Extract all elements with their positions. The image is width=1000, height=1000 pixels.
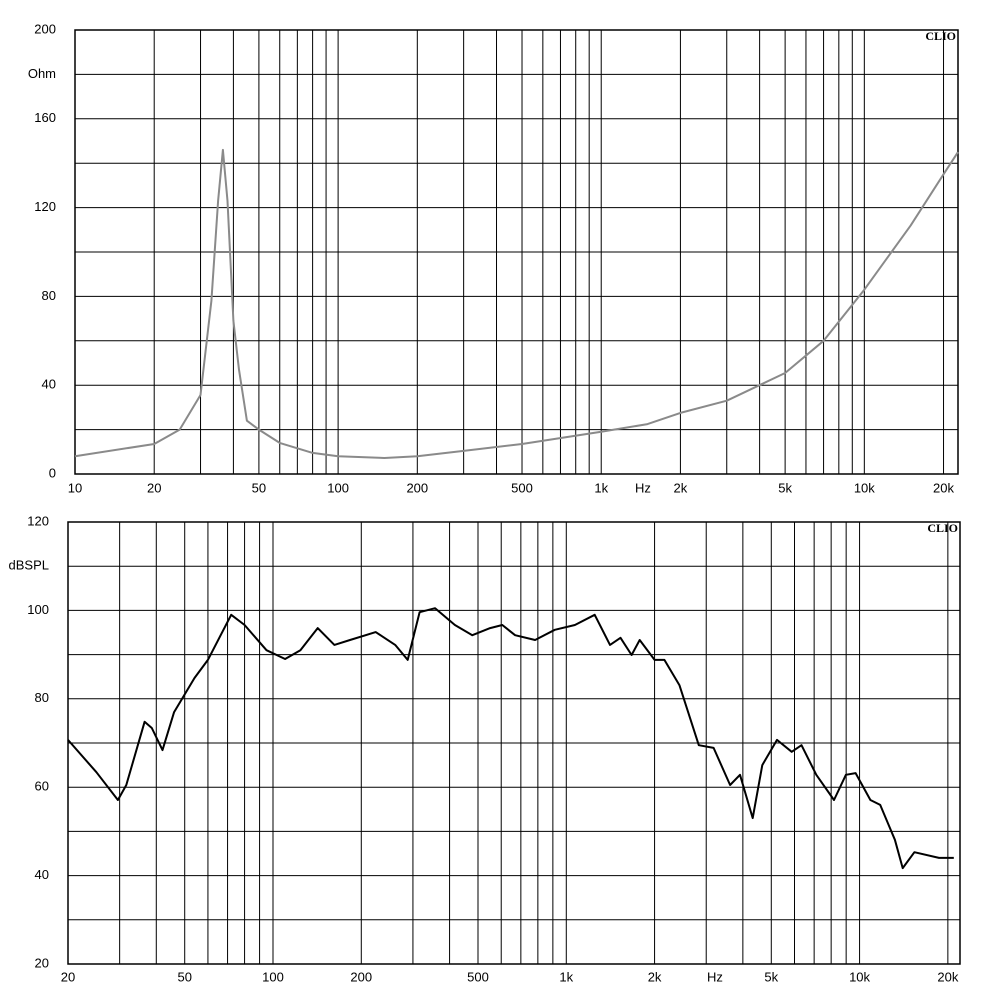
- x-tick-label: 2k: [674, 480, 688, 495]
- x-tick-label: 2k: [648, 969, 662, 984]
- curve: [74, 148, 959, 459]
- x-tick-label: 10k: [854, 480, 875, 495]
- y-axis-label: Ohm: [28, 66, 56, 81]
- x-tick-label: 5k: [764, 969, 778, 984]
- x-tick-label: 20k: [933, 480, 954, 495]
- y-tick-label: 80: [35, 690, 49, 705]
- x-tick-label: 1k: [594, 480, 608, 495]
- y-axis-label: dBSPL: [9, 558, 49, 573]
- x-tick-label: 10: [68, 480, 82, 495]
- y-tick-label: 200: [34, 21, 56, 36]
- x-tick-label: 200: [350, 969, 372, 984]
- y-tick-label: 40: [42, 377, 56, 392]
- y-tick-label: 0: [49, 465, 56, 480]
- y-tick-label: 40: [35, 867, 49, 882]
- x-tick-label: 200: [406, 480, 428, 495]
- x-tick-label: 100: [327, 480, 349, 495]
- x-tick-label: 20k: [937, 969, 958, 984]
- x-tick-label: 500: [467, 969, 489, 984]
- y-tick-label: 120: [27, 513, 49, 528]
- x-tick-label: 50: [177, 969, 191, 984]
- y-tick-label: 120: [34, 199, 56, 214]
- y-tick-label: 20: [35, 955, 49, 970]
- x-tick-label: 500: [511, 480, 533, 495]
- x-tick-label: 1k: [559, 969, 573, 984]
- x-unit-label: Hz: [707, 969, 723, 984]
- x-tick-label: 50: [252, 480, 266, 495]
- x-tick-label: 20: [147, 480, 161, 495]
- x-tick-label: 20: [61, 969, 75, 984]
- y-tick-label: 80: [42, 288, 56, 303]
- x-tick-label: 10k: [849, 969, 870, 984]
- brand-label: CLIO: [925, 29, 956, 43]
- curve: [67, 607, 954, 870]
- y-tick-label: 60: [35, 779, 49, 794]
- x-unit-label: Hz: [635, 480, 651, 495]
- y-tick-label: 100: [27, 602, 49, 617]
- x-tick-label: 100: [262, 969, 284, 984]
- brand-label: CLIO: [927, 521, 958, 535]
- x-tick-label: 5k: [778, 480, 792, 495]
- y-tick-label: 160: [34, 110, 56, 125]
